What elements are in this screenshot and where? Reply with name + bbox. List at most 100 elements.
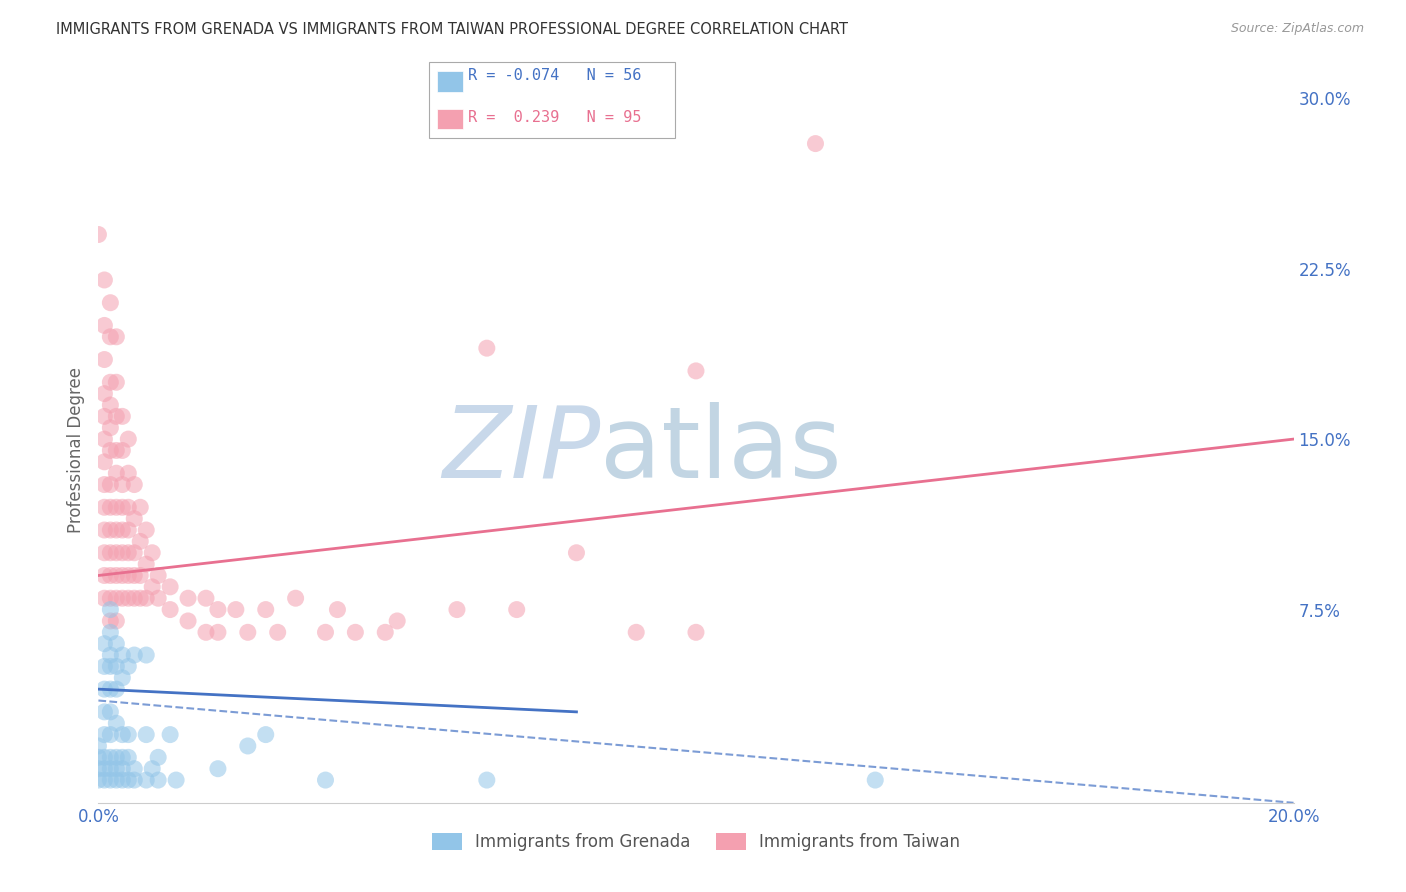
Point [105, 546, 128, 560]
Point [475, 341, 498, 355]
Point [111, 773, 134, 788]
Point [626, 625, 648, 640]
Point [207, 625, 229, 640]
Point [159, 580, 181, 594]
Point [111, 648, 134, 662]
Point [105, 716, 128, 731]
Point [105, 376, 128, 390]
Point [98, 591, 122, 606]
Point [98, 705, 122, 719]
Point [93, 705, 115, 719]
Point [105, 773, 128, 788]
Point [685, 364, 707, 378]
Point [129, 500, 152, 515]
Point [117, 591, 139, 606]
Point [315, 773, 337, 788]
Point [326, 602, 349, 616]
Point [98, 546, 122, 560]
Point [141, 762, 163, 776]
Point [236, 625, 259, 640]
Point [93, 728, 115, 742]
Point [98, 421, 122, 435]
Point [93, 523, 115, 537]
Point [135, 728, 157, 742]
Point [141, 580, 163, 594]
Text: ZIP: ZIP [441, 402, 600, 499]
Point [93, 318, 115, 333]
Point [105, 614, 128, 628]
Point [93, 773, 115, 788]
Point [225, 602, 247, 616]
Point [124, 591, 146, 606]
Point [315, 625, 337, 640]
Point [98, 295, 122, 310]
Point [111, 762, 134, 776]
Point [236, 739, 259, 753]
Point [177, 614, 200, 628]
Point [111, 523, 134, 537]
Point [105, 750, 128, 764]
Point [446, 602, 468, 616]
Point [98, 500, 122, 515]
Point [124, 477, 146, 491]
Point [254, 728, 277, 742]
Point [105, 682, 128, 697]
Point [111, 477, 134, 491]
Point [87, 227, 110, 242]
Point [93, 682, 115, 697]
Point [93, 477, 115, 491]
Point [129, 534, 152, 549]
Point [93, 762, 115, 776]
Point [87, 750, 110, 764]
Point [98, 648, 122, 662]
Point [98, 443, 122, 458]
Point [135, 523, 157, 537]
Text: R =  0.239   N = 95: R = 0.239 N = 95 [468, 111, 641, 125]
Point [207, 602, 229, 616]
Point [98, 398, 122, 412]
Point [804, 136, 827, 151]
Point [98, 523, 122, 537]
Point [93, 546, 115, 560]
Point [159, 602, 181, 616]
Point [111, 409, 134, 424]
Point [93, 750, 115, 764]
Text: IMMIGRANTS FROM GRENADA VS IMMIGRANTS FROM TAIWAN PROFESSIONAL DEGREE CORRELATIO: IMMIGRANTS FROM GRENADA VS IMMIGRANTS FR… [56, 22, 848, 37]
Point [98, 568, 122, 582]
Point [344, 625, 367, 640]
Point [284, 591, 307, 606]
Point [111, 568, 134, 582]
Point [148, 750, 170, 764]
Point [865, 773, 887, 788]
Point [105, 659, 128, 673]
Point [111, 750, 134, 764]
Point [124, 546, 146, 560]
Point [195, 625, 218, 640]
Point [105, 443, 128, 458]
Point [475, 773, 498, 788]
Point [93, 409, 115, 424]
Point [98, 625, 122, 640]
Point [93, 273, 115, 287]
Point [159, 728, 181, 742]
Point [135, 591, 157, 606]
Point [117, 728, 139, 742]
Text: Source: ZipAtlas.com: Source: ZipAtlas.com [1230, 22, 1364, 36]
Point [98, 750, 122, 764]
Point [98, 773, 122, 788]
Point [117, 466, 139, 480]
Point [87, 739, 110, 753]
Point [98, 602, 122, 616]
Point [98, 376, 122, 390]
Point [117, 500, 139, 515]
Point [129, 591, 152, 606]
Point [124, 511, 146, 525]
Point [141, 546, 163, 560]
Point [685, 625, 707, 640]
Point [111, 500, 134, 515]
Point [93, 500, 115, 515]
Point [87, 773, 110, 788]
Point [117, 432, 139, 446]
Point [117, 659, 139, 673]
Point [98, 477, 122, 491]
